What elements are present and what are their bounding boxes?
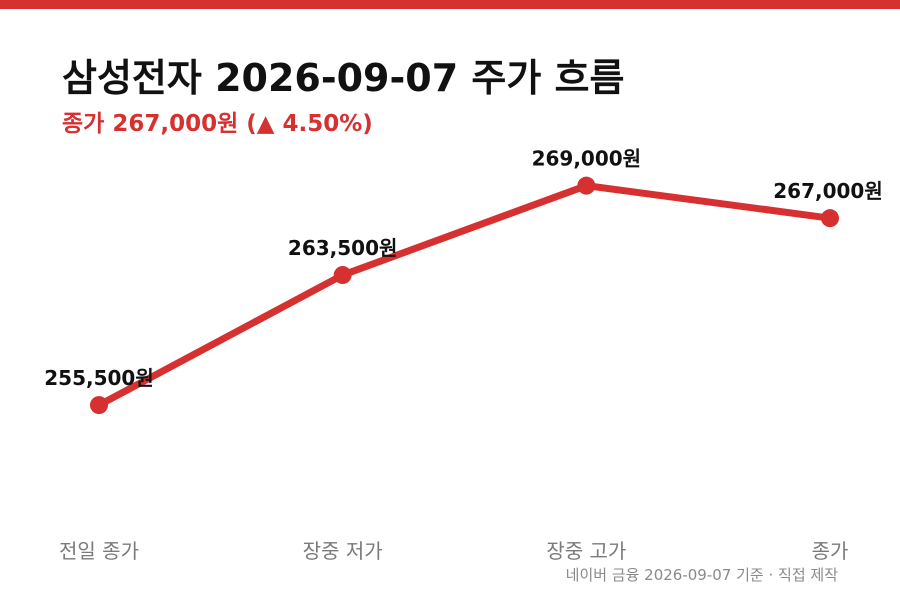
data-label: 269,000원 [532,147,642,171]
data-point [333,266,352,285]
data-label: 263,500원 [288,236,398,260]
chart-subtitle: 종가 267,000원 (▲ 4.50%) [62,111,373,137]
top-accent-bar [0,0,900,9]
x-tick-label: 종가 [812,539,849,563]
source-note: 네이버 금융 2026-09-07 기준 · 직접 제작 [565,566,838,584]
x-tick-label: 장중 저가 [303,539,383,563]
data-point [577,176,596,195]
x-tick-label: 전일 종가 [59,539,139,563]
chart-title: 삼성전자 2026-09-07 주가 흐름 [62,56,625,100]
data-label: 255,500원 [44,366,154,390]
x-tick-label: 장중 고가 [546,539,626,563]
data-label: 267,000원 [773,179,883,203]
series-line [95,182,834,409]
data-point [90,396,108,415]
data-point [821,209,839,228]
